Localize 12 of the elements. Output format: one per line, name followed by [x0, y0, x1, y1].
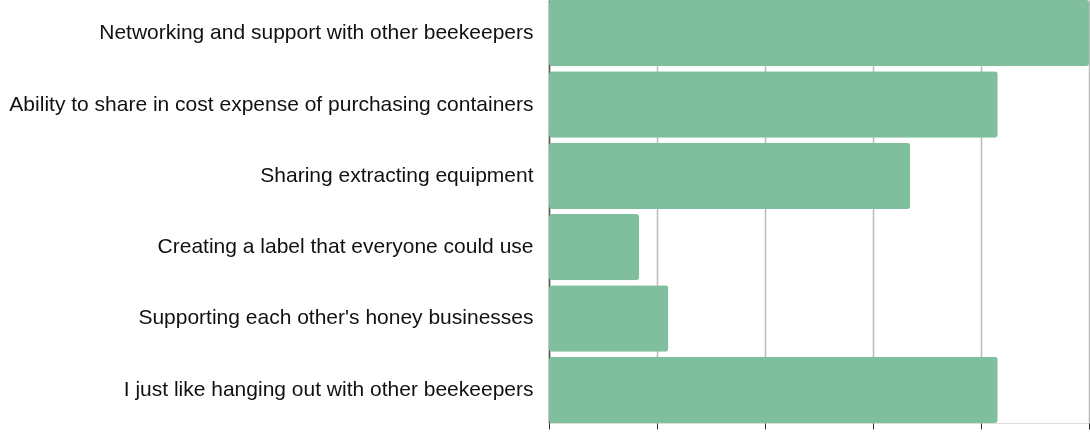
- y-tick-label: I just like hanging out with other beekeepers: [123, 376, 534, 400]
- y-tick-label: Networking and support with other beekeepers: [99, 20, 534, 44]
- y-tick-label: Creating a label that everyone could use: [157, 234, 534, 258]
- bar: [549, 71, 998, 138]
- bar: [549, 0, 1089, 67]
- bar: [549, 285, 669, 352]
- bar: [549, 356, 998, 423]
- y-tick-label: Ability to share in cost expense of purchasing containers: [9, 91, 534, 115]
- y-tick-label: Sharing extracting equipment: [260, 162, 534, 186]
- bar: [549, 142, 911, 209]
- bar: [549, 214, 640, 281]
- y-tick-label: Supporting each other's honey businesses: [138, 305, 534, 329]
